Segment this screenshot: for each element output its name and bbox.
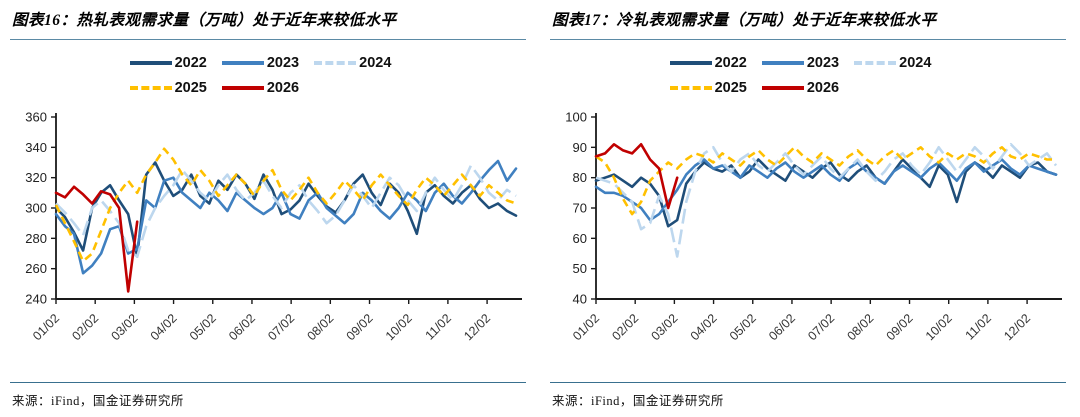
svg-text:100: 100 bbox=[565, 110, 587, 125]
svg-text:02/02: 02/02 bbox=[609, 311, 641, 343]
svg-text:09/02: 09/02 bbox=[344, 311, 376, 343]
svg-text:06/02: 06/02 bbox=[226, 311, 258, 343]
svg-text:06/02: 06/02 bbox=[766, 311, 798, 343]
line-chart-hot-rolled: 240 260 280 300 320 340 360 01/02 02/02 03/02 04/0… bbox=[25, 110, 522, 343]
svg-text:07/02: 07/02 bbox=[265, 311, 297, 343]
legend-label: 2025 bbox=[174, 80, 207, 96]
legend-label: 2025 bbox=[714, 80, 747, 96]
legend-item: 2022 bbox=[669, 55, 747, 71]
legend-item: 2024 bbox=[854, 55, 931, 71]
svg-text:10/02: 10/02 bbox=[383, 311, 415, 343]
svg-text:12/02: 12/02 bbox=[1001, 311, 1033, 343]
legend-line-swatch bbox=[314, 61, 357, 65]
svg-text:90: 90 bbox=[573, 140, 587, 155]
svg-text:05/02: 05/02 bbox=[727, 311, 759, 343]
svg-text:240: 240 bbox=[25, 292, 47, 307]
legend-row: 2022 2023 2024 bbox=[669, 55, 947, 71]
legend-item: 2022 bbox=[129, 55, 207, 71]
svg-text:09/02: 09/02 bbox=[884, 311, 916, 343]
legend-item: 2026 bbox=[221, 80, 300, 96]
svg-text:80: 80 bbox=[573, 170, 587, 185]
legend-item: 2024 bbox=[314, 55, 391, 71]
svg-text:360: 360 bbox=[25, 110, 47, 125]
legend-line-swatch bbox=[761, 61, 804, 65]
source-note: 来源：iFind，国金证券研究所 bbox=[550, 382, 1066, 411]
svg-text:04/02: 04/02 bbox=[688, 311, 720, 343]
svg-text:50: 50 bbox=[573, 261, 587, 276]
svg-text:260: 260 bbox=[25, 261, 47, 276]
legend-row: 2022 2023 2024 bbox=[129, 55, 407, 71]
legend-line-swatch bbox=[669, 61, 712, 65]
legend-label: 2026 bbox=[806, 80, 840, 96]
legend-label: 2022 bbox=[714, 55, 747, 71]
svg-text:40: 40 bbox=[573, 292, 587, 307]
svg-text:60: 60 bbox=[573, 231, 587, 246]
svg-text:01/02: 01/02 bbox=[570, 311, 602, 343]
line-chart-cold-rolled: 40 50 60 70 80 90 100 01/02 02/02 03/02 04/02 05/02… bbox=[565, 110, 1062, 343]
legend-label: 2022 bbox=[174, 55, 207, 71]
legend-item: 2026 bbox=[761, 80, 840, 96]
legend-line-swatch bbox=[221, 61, 264, 65]
svg-text:01/02: 01/02 bbox=[30, 311, 62, 343]
svg-text:11/02: 11/02 bbox=[963, 311, 994, 342]
chart-area: 240 260 280 300 320 340 360 01/02 02/02 03/02 04/0… bbox=[10, 107, 526, 359]
source-note: 来源：iFind，国金证券研究所 bbox=[10, 382, 526, 411]
svg-text:07/02: 07/02 bbox=[805, 311, 837, 343]
legend-row: 2025 2026 bbox=[129, 80, 407, 96]
legend-label: 2026 bbox=[266, 80, 300, 96]
chart-legend: 2022 2023 2024 2025 2026 bbox=[669, 55, 947, 105]
legend-item: 2025 bbox=[669, 80, 747, 96]
panel-cold-rolled: 图表17：冷轧表观需求量（万吨）处于近年来较低水平 2022 2023 2024 bbox=[540, 0, 1080, 417]
svg-text:280: 280 bbox=[25, 231, 47, 246]
legend-label: 2024 bbox=[359, 55, 392, 71]
legend-line-swatch bbox=[669, 86, 712, 90]
legend-label: 2023 bbox=[266, 55, 300, 71]
svg-text:10/02: 10/02 bbox=[923, 311, 955, 343]
svg-text:300: 300 bbox=[25, 201, 47, 216]
svg-text:12/02: 12/02 bbox=[461, 311, 493, 343]
svg-text:70: 70 bbox=[573, 201, 587, 216]
svg-text:05/02: 05/02 bbox=[187, 311, 219, 343]
legend-line-swatch bbox=[129, 61, 172, 65]
svg-text:340: 340 bbox=[25, 140, 47, 155]
legend-label: 2024 bbox=[899, 55, 932, 71]
legend-label: 2023 bbox=[806, 55, 840, 71]
chart-legend: 2022 2023 2024 2025 2026 bbox=[129, 55, 407, 105]
legend-line-swatch bbox=[129, 86, 172, 90]
svg-text:11/02: 11/02 bbox=[423, 311, 454, 342]
chart-area: 40 50 60 70 80 90 100 01/02 02/02 03/02 04/02 05/02… bbox=[550, 107, 1066, 359]
figure-title: 图表17：冷轧表观需求量（万吨）处于近年来较低水平 bbox=[550, 4, 1066, 40]
figure-title: 图表16：热轧表观需求量（万吨）处于近年来较低水平 bbox=[10, 4, 526, 40]
svg-text:03/02: 03/02 bbox=[108, 311, 140, 343]
legend-item: 2023 bbox=[221, 55, 300, 71]
svg-text:320: 320 bbox=[25, 170, 47, 185]
legend-item: 2025 bbox=[129, 80, 207, 96]
legend-line-swatch bbox=[221, 86, 264, 90]
svg-text:08/02: 08/02 bbox=[844, 311, 876, 343]
svg-text:02/02: 02/02 bbox=[69, 311, 101, 343]
panel-hot-rolled: 图表16：热轧表观需求量（万吨）处于近年来较低水平 2022 2023 2024 bbox=[10, 4, 526, 411]
svg-text:03/02: 03/02 bbox=[648, 311, 680, 343]
legend-line-swatch bbox=[761, 86, 804, 90]
svg-text:08/02: 08/02 bbox=[304, 311, 336, 343]
legend-row: 2025 2026 bbox=[669, 80, 947, 96]
svg-text:04/02: 04/02 bbox=[148, 311, 180, 343]
legend-item: 2023 bbox=[761, 55, 840, 71]
legend-line-swatch bbox=[854, 61, 897, 65]
